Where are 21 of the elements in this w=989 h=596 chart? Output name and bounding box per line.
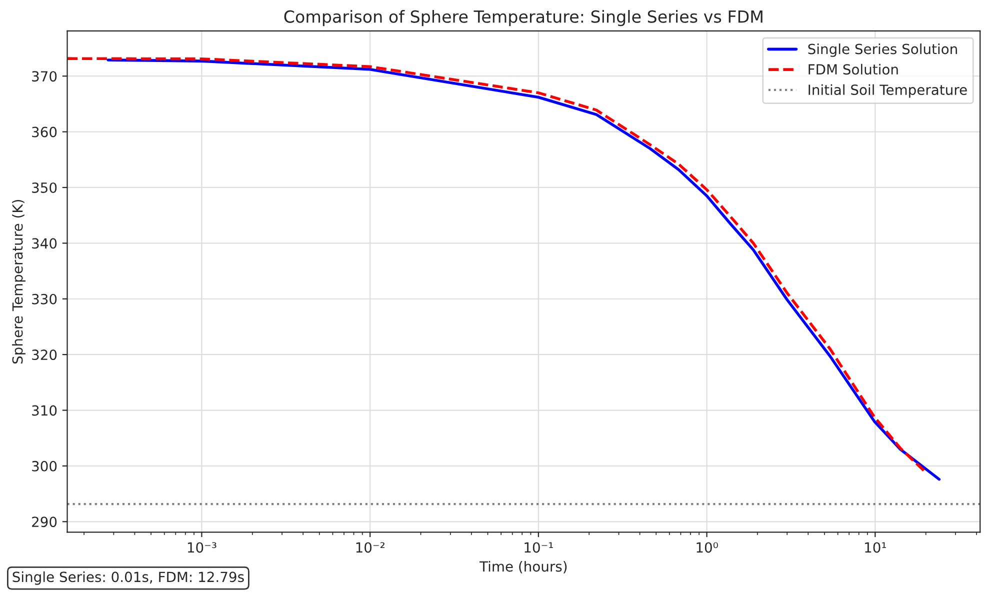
text: Single Series: 0.01s, FDM: 12.79s [12, 571, 244, 585]
x-tick-label: 10¹ [865, 542, 886, 553]
y-tick-label: 370 [32, 71, 57, 82]
y-tick-label: 330 [32, 294, 57, 304]
y-tick-label: 320 [32, 350, 57, 360]
y-tick-label: 340 [32, 238, 57, 249]
legend-label: Single Series Solution [808, 43, 957, 57]
x-tick-label: 10⁻³ [188, 542, 216, 553]
y-tick-label: 350 [32, 182, 57, 193]
legend-label: FDM Solution [808, 64, 898, 75]
x-axis-title: Time (hours) [479, 560, 567, 574]
y-tick-label: 360 [32, 126, 57, 138]
x-tick-label: 10⁰ [696, 542, 718, 553]
legend-label: Initial Soil Temperature [808, 84, 967, 98]
y-tick-label: 290 [32, 516, 57, 528]
x-tick-label: 10⁻² [356, 542, 384, 553]
chart-title: Comparison of Sphere Temperature: Single Series vs FDM [284, 10, 762, 26]
y-tick-label: 310 [32, 405, 57, 416]
y-axis-title: Sphere Temperature (K) [12, 200, 26, 364]
y-tick-label: 300 [32, 460, 57, 472]
x-tick-label: 10⁻¹ [524, 542, 553, 553]
